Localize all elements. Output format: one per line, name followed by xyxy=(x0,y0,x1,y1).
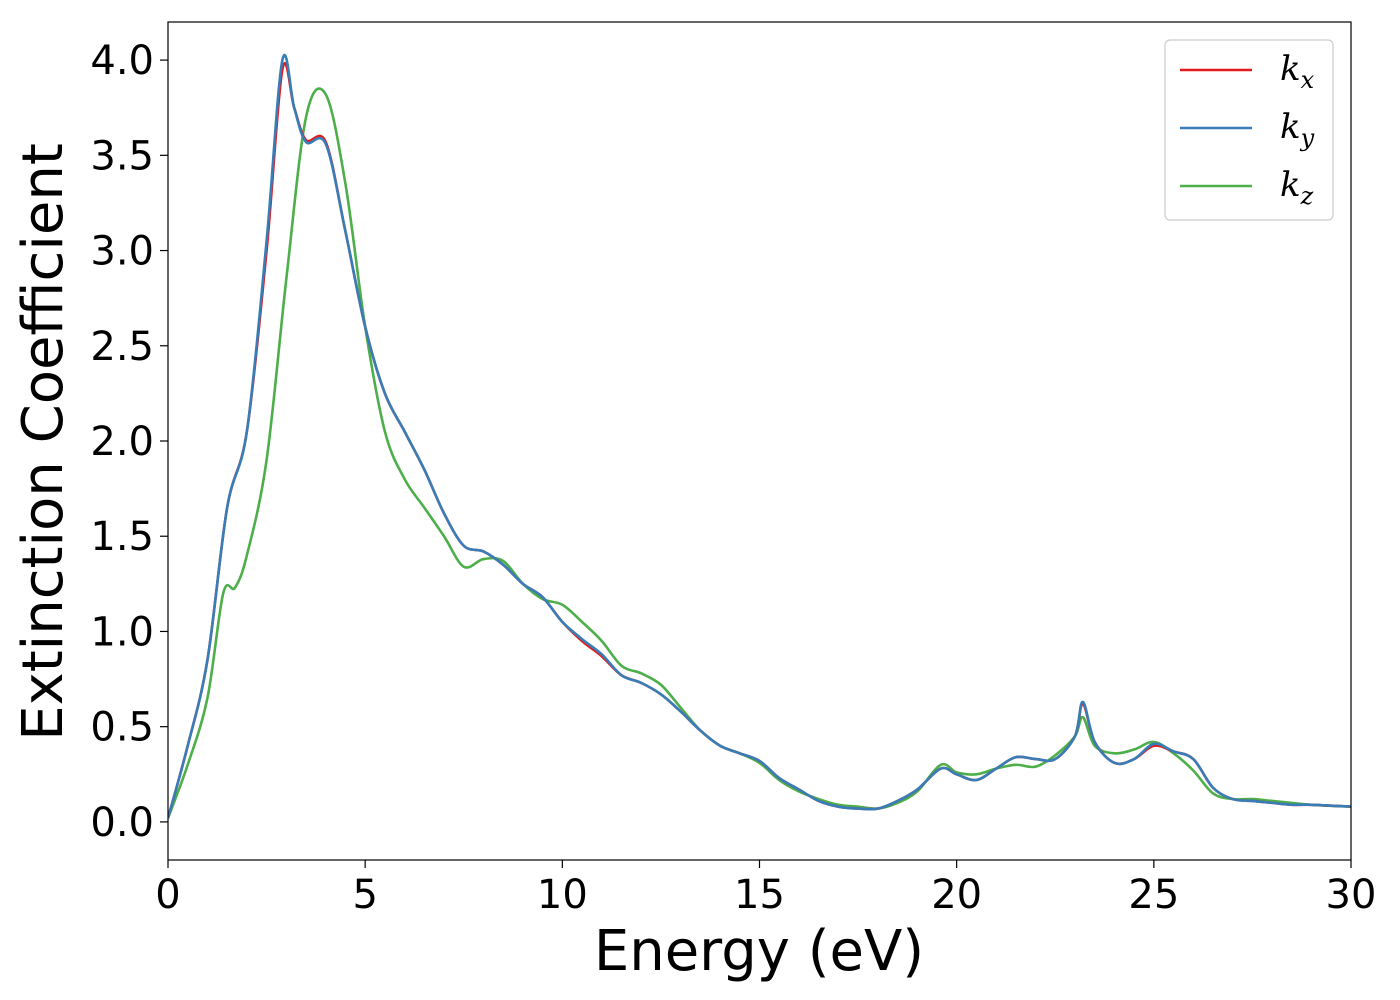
x-tick-label: 15 xyxy=(734,872,785,918)
legend-label-base: k xyxy=(1280,165,1301,205)
plot-area xyxy=(168,22,1351,860)
legend-label-subscript: x xyxy=(1301,66,1315,94)
y-tick-label: 0.5 xyxy=(90,705,154,751)
legend-label-kx: kx xyxy=(1280,49,1315,94)
legend-label-subscript: y xyxy=(1300,124,1315,152)
y-tick-label: 1.5 xyxy=(90,514,154,560)
legend-label-base: k xyxy=(1280,107,1301,147)
y-tick-label: 1.0 xyxy=(90,609,154,655)
legend-box xyxy=(1164,39,1334,221)
axes-layer: 0 5 10 15 20 25 30 0.0 0.5 1.0 1.5 2.0 2.5 3.0 3.5 4.0 xyxy=(90,21,1377,918)
x-tick-label: 0 xyxy=(155,872,180,918)
x-tick-label: 20 xyxy=(931,872,982,918)
plot-background xyxy=(168,22,1351,860)
x-tick-label: 5 xyxy=(352,872,377,918)
y-tick-label: 2.0 xyxy=(90,419,154,465)
x-tick-label: 10 xyxy=(537,872,588,918)
x-tick-label: 30 xyxy=(1326,872,1377,918)
y-tick-label: 2.5 xyxy=(90,324,154,370)
series-line-ky xyxy=(168,53,1351,819)
legend-label-kz: kz xyxy=(1280,165,1314,210)
y-tick-label: 3.0 xyxy=(90,229,154,275)
y-tick-label: 0.0 xyxy=(90,800,154,846)
y-axis-label: Extinction Coefficient xyxy=(11,143,76,741)
legend-label-subscript: z xyxy=(1300,182,1314,210)
legend-label-ky: ky xyxy=(1280,107,1315,152)
series-layer xyxy=(168,53,1351,819)
x-axis-label: Energy (eV) xyxy=(594,919,924,984)
legend-label-base: k xyxy=(1280,49,1301,89)
y-tick-label: 3.5 xyxy=(90,133,154,179)
x-tick-label: 25 xyxy=(1128,872,1179,918)
y-tick-label: 4.0 xyxy=(90,38,154,84)
